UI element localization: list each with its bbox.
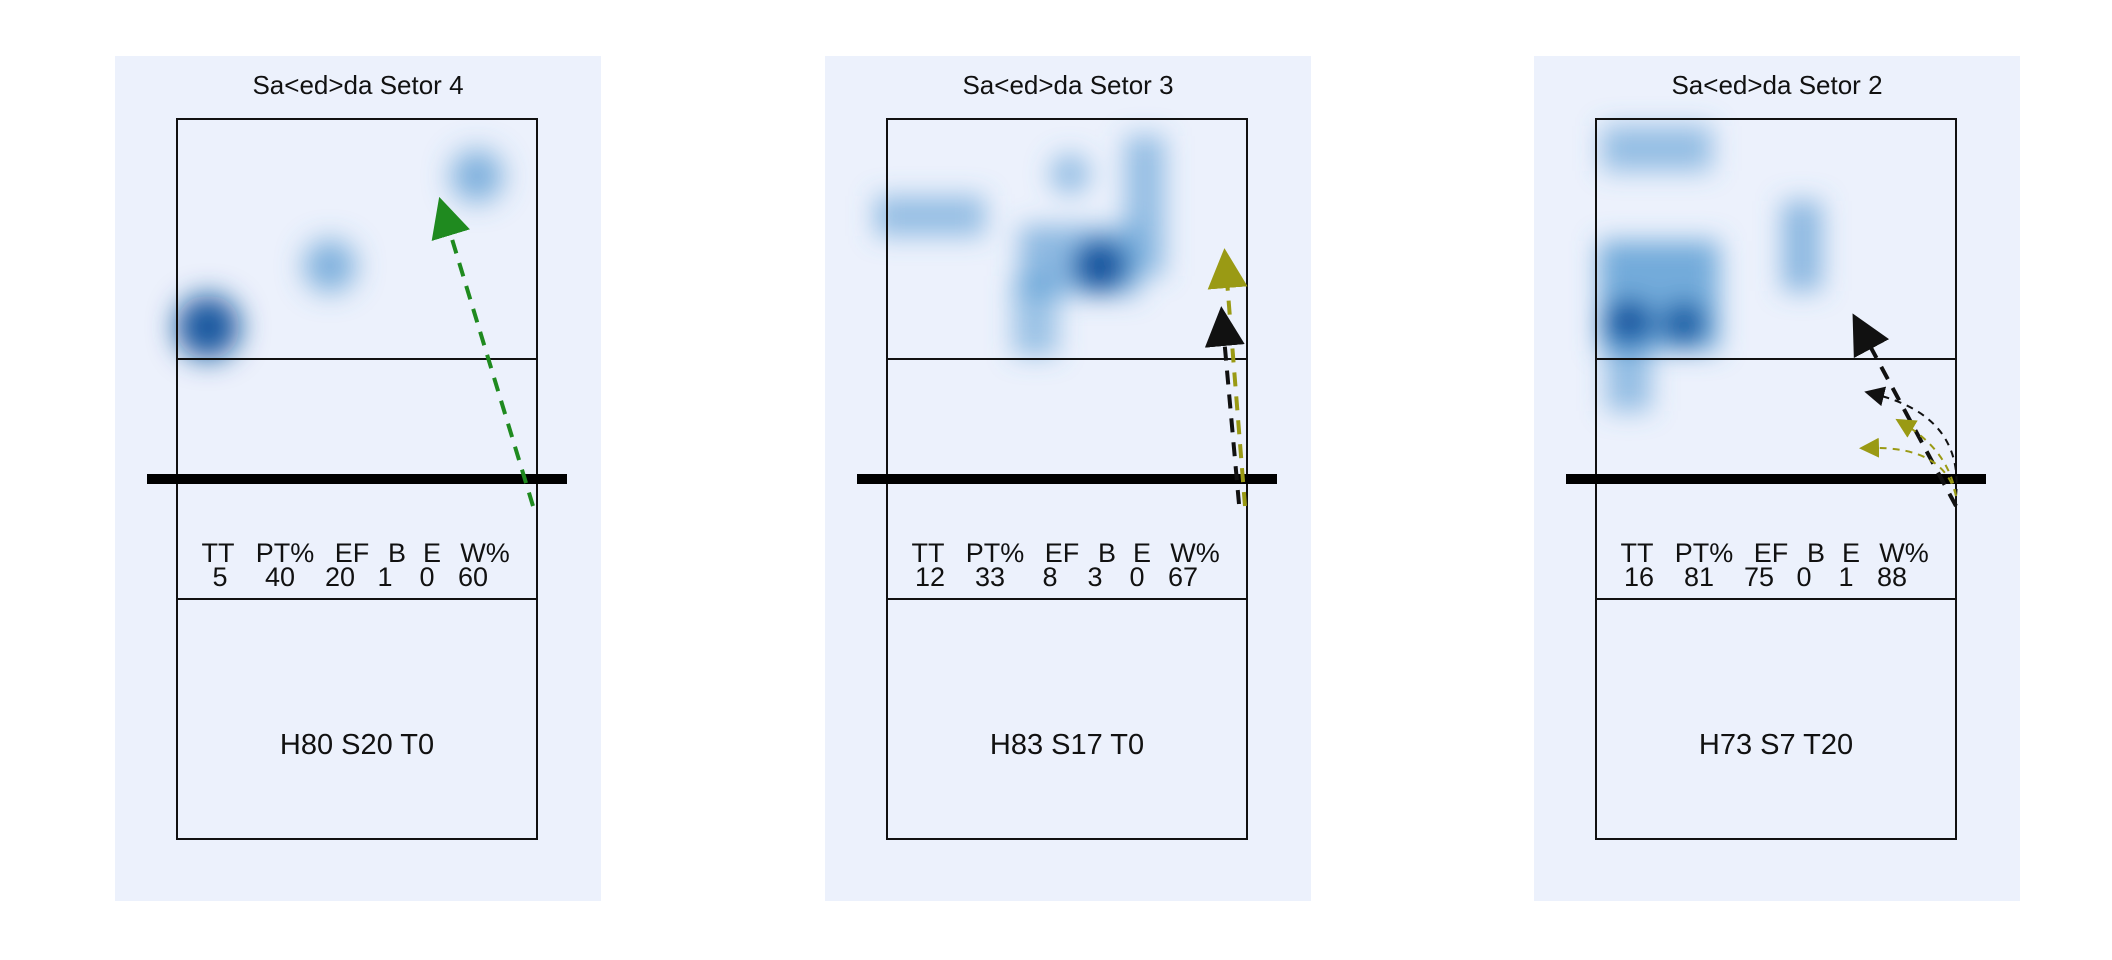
stat-header-b: B (1807, 538, 1825, 568)
stat-header-pt: PT% (966, 538, 1025, 568)
court-diagram: Sa<ed>da Setor 3 TT PT% EF B E W% 12 33 … (857, 70, 1277, 840)
heatmap (875, 136, 1165, 356)
stat-header-tt: TT (912, 538, 945, 568)
stat-value-e: 0 (419, 562, 434, 592)
stat-header-w: W% (460, 538, 510, 568)
panel-title: Sa<ed>da Setor 2 (1671, 70, 1882, 100)
stat-value-pt: 40 (265, 562, 295, 592)
panel-title: Sa<ed>da Setor 4 (252, 70, 463, 100)
court-diagram: Sa<ed>da Setor 4 TT PT% EF B E W% 5 40 2… (147, 70, 567, 840)
stat-header-pt: PT% (1675, 538, 1734, 568)
attack-arrow (1852, 313, 1958, 507)
stats-block: TT PT% EF B E W% 5 40 20 1 0 60 (202, 538, 510, 592)
stat-header-ef: EF (335, 538, 370, 568)
hst-label: H80 S20 T0 (280, 729, 434, 761)
attack-arrow (1859, 437, 1957, 497)
stat-value-w: 67 (1168, 562, 1198, 592)
court-panel-setor-2: Sa<ed>da Setor 2 TT PT% EF B E W% 16 81 … (1534, 56, 2020, 901)
attack-arrow (1204, 306, 1245, 505)
heatmap (176, 150, 503, 359)
stat-value-ef: 75 (1744, 562, 1774, 592)
stat-value-ef: 8 (1042, 562, 1057, 592)
court-diagram: Sa<ed>da Setor 2 TT PT% EF B E W% 16 81 … (1566, 70, 1986, 840)
stat-value-e: 1 (1838, 562, 1853, 592)
stat-header-e: E (1133, 538, 1151, 568)
stat-header-b: B (1098, 538, 1116, 568)
stat-header-b: B (388, 538, 406, 568)
stat-value-tt: 16 (1624, 562, 1654, 592)
stat-header-tt: TT (202, 538, 235, 568)
stat-value-ef: 20 (325, 562, 355, 592)
stat-header-tt: TT (1621, 538, 1654, 568)
attack-arrow (1895, 418, 1957, 497)
stats-block: TT PT% EF B E W% 16 81 75 0 1 88 (1621, 538, 1929, 592)
panel-title: Sa<ed>da Setor 3 (962, 70, 1173, 100)
stat-value-pt: 81 (1684, 562, 1714, 592)
stat-value-e: 0 (1129, 562, 1144, 592)
stat-header-e: E (423, 538, 441, 568)
stat-value-w: 88 (1877, 562, 1907, 592)
heatmap (1599, 126, 1822, 411)
stat-header-w: W% (1170, 538, 1220, 568)
hst-label: H83 S17 T0 (990, 729, 1144, 761)
stat-value-pt: 33 (975, 562, 1005, 592)
stat-header-ef: EF (1754, 538, 1789, 568)
stat-header-ef: EF (1045, 538, 1080, 568)
stat-value-b: 3 (1087, 562, 1102, 592)
hst-label: H73 S7 T20 (1699, 729, 1853, 761)
stat-value-b: 1 (377, 562, 392, 592)
court-panel-setor-3: Sa<ed>da Setor 3 TT PT% EF B E W% 12 33 … (825, 56, 1311, 901)
stat-header-pt: PT% (256, 538, 315, 568)
stats-block: TT PT% EF B E W% 12 33 8 3 0 67 (912, 538, 1220, 592)
attack-arrow (431, 196, 535, 507)
stat-value-b: 0 (1796, 562, 1811, 592)
attack-arrow (1864, 386, 1958, 497)
stat-value-tt: 5 (212, 562, 227, 592)
stat-header-e: E (1842, 538, 1860, 568)
stat-header-w: W% (1879, 538, 1929, 568)
court-panel-setor-4: Sa<ed>da Setor 4 TT PT% EF B E W% 5 40 2… (115, 56, 601, 901)
stat-value-w: 60 (458, 562, 488, 592)
stat-value-tt: 12 (915, 562, 945, 592)
